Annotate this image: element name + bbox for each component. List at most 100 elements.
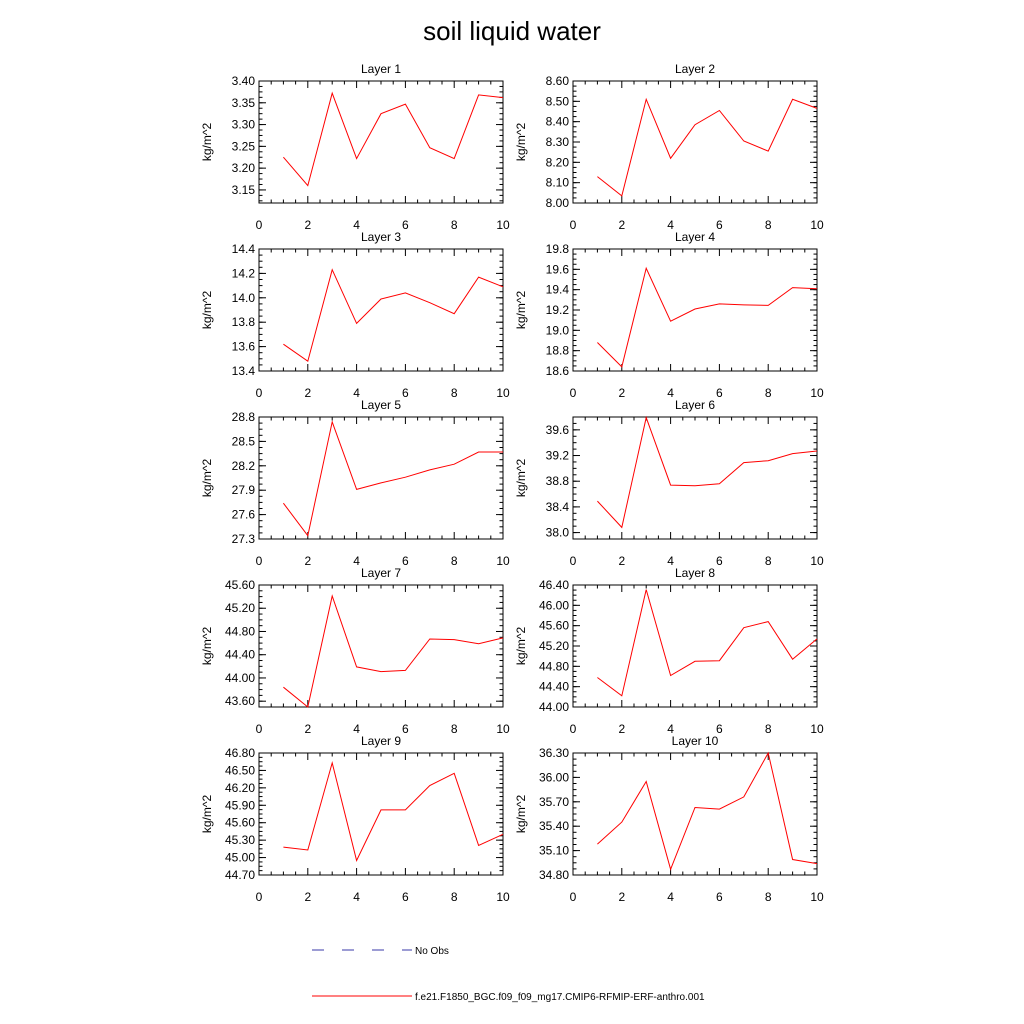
y-axis-label: kg/m^2 xyxy=(200,795,214,834)
panel-title: Layer 4 xyxy=(675,230,715,244)
y-axis-label: kg/m^2 xyxy=(200,459,214,498)
x-tick-label: 2 xyxy=(304,722,311,736)
plot-frame xyxy=(572,584,818,708)
panel-layer-5: Layer 5 0 2 4 6 8 10 27.3 27.6 27.9 28.2 28.5 28.8 kg… xyxy=(200,398,510,568)
y-tick-label: 8.50 xyxy=(546,94,570,108)
y-tick-label: 19.2 xyxy=(546,303,570,317)
series-line xyxy=(597,97,818,197)
panel-layer-10: Layer 10 0 2 4 6 8 10 34.80 35.10 35.40 35.70 36.00… xyxy=(514,734,824,904)
y-tick-label: 3.25 xyxy=(232,139,256,153)
y-tick-label: 44.00 xyxy=(225,671,255,685)
x-tick-label: 10 xyxy=(810,386,824,400)
panel-title: Layer 8 xyxy=(675,566,715,580)
panel-layer-8: Layer 8 0 2 4 6 8 10 44.00 44.40 44.80 45.20 45.60 4… xyxy=(514,566,824,736)
panel-title: Layer 5 xyxy=(361,398,401,412)
panel-layer-1: Layer 1 0 2 4 6 8 10 3.15 3.20 3.25 3.30 3.35 3.40 kg… xyxy=(200,62,510,232)
x-tick-label: 6 xyxy=(716,722,723,736)
y-tick-label: 44.40 xyxy=(539,680,569,694)
x-tick-label: 10 xyxy=(810,218,824,232)
y-tick-label: 18.8 xyxy=(546,344,570,358)
y-tick-label: 3.35 xyxy=(232,96,256,110)
x-tick-label: 8 xyxy=(765,890,772,904)
y-tick-label: 35.40 xyxy=(539,819,569,833)
x-tick-label: 0 xyxy=(570,386,577,400)
x-tick-label: 4 xyxy=(353,722,360,736)
y-tick-label: 45.00 xyxy=(225,851,255,865)
y-tick-label: 46.00 xyxy=(539,598,569,612)
y-axis-label: kg/m^2 xyxy=(514,459,528,498)
y-tick-label: 27.3 xyxy=(232,532,256,546)
y-tick-label: 13.8 xyxy=(232,315,256,329)
y-tick-label: 38.4 xyxy=(546,500,570,514)
x-tick-label: 6 xyxy=(402,722,409,736)
x-tick-label: 2 xyxy=(304,554,311,568)
x-tick-label: 2 xyxy=(618,722,625,736)
y-tick-label: 14.0 xyxy=(232,291,256,305)
x-tick-label: 8 xyxy=(765,554,772,568)
plot-frame xyxy=(258,584,504,708)
x-tick-label: 6 xyxy=(716,386,723,400)
panel-layer-3: Layer 3 0 2 4 6 8 10 13.4 13.6 13.8 14.0 14.2 14.4 kg… xyxy=(200,230,510,400)
y-tick-label: 45.30 xyxy=(225,833,255,847)
panel-title: Layer 3 xyxy=(361,230,401,244)
y-tick-label: 18.6 xyxy=(546,364,570,378)
y-tick-label: 45.20 xyxy=(225,601,255,615)
y-tick-label: 45.90 xyxy=(225,798,255,812)
x-tick-label: 0 xyxy=(570,218,577,232)
y-tick-label: 44.70 xyxy=(225,868,255,882)
y-axis-label: kg/m^2 xyxy=(200,291,214,330)
y-tick-label: 8.30 xyxy=(546,135,570,149)
x-tick-label: 0 xyxy=(570,722,577,736)
x-tick-label: 4 xyxy=(667,554,674,568)
y-tick-label: 8.00 xyxy=(546,196,570,210)
y-tick-label: 19.0 xyxy=(546,323,570,337)
y-tick-label: 44.80 xyxy=(539,659,569,673)
y-tick-label: 46.80 xyxy=(225,746,255,760)
x-tick-label: 2 xyxy=(304,890,311,904)
series-line xyxy=(283,760,504,862)
y-tick-label: 39.2 xyxy=(546,449,570,463)
series-line xyxy=(597,415,818,529)
y-tick-label: 46.50 xyxy=(225,763,255,777)
y-tick-label: 3.15 xyxy=(232,183,256,197)
legend-label: f.e21.F1850_BGC.f09_f09_mg17.CMIP6-RFMIP… xyxy=(415,992,705,1003)
x-tick-label: 8 xyxy=(765,218,772,232)
series-line xyxy=(597,266,818,368)
y-axis-label: kg/m^2 xyxy=(200,123,214,162)
plot-frame xyxy=(258,752,504,876)
x-tick-label: 6 xyxy=(402,554,409,568)
figure-title: soil liquid water xyxy=(423,16,601,46)
y-tick-label: 44.80 xyxy=(225,624,255,638)
x-tick-label: 0 xyxy=(570,554,577,568)
panel-title: Layer 7 xyxy=(361,566,401,580)
x-tick-label: 0 xyxy=(256,218,263,232)
x-tick-label: 6 xyxy=(716,218,723,232)
x-tick-label: 6 xyxy=(402,218,409,232)
series-line xyxy=(283,268,504,363)
x-tick-label: 8 xyxy=(765,386,772,400)
x-tick-label: 6 xyxy=(402,890,409,904)
x-tick-label: 2 xyxy=(304,386,311,400)
y-tick-label: 19.8 xyxy=(546,242,570,256)
y-tick-label: 45.60 xyxy=(225,816,255,830)
x-tick-label: 6 xyxy=(716,890,723,904)
y-tick-label: 19.4 xyxy=(546,283,570,297)
x-tick-label: 2 xyxy=(304,218,311,232)
x-tick-label: 10 xyxy=(810,554,824,568)
y-tick-label: 35.10 xyxy=(539,844,569,858)
y-tick-label: 45.60 xyxy=(539,619,569,633)
x-tick-label: 10 xyxy=(496,218,510,232)
plot-frame xyxy=(258,416,504,540)
y-tick-label: 13.4 xyxy=(232,364,256,378)
x-tick-label: 4 xyxy=(667,386,674,400)
y-tick-label: 38.0 xyxy=(546,526,570,540)
y-tick-label: 39.6 xyxy=(546,423,570,437)
y-tick-label: 44.40 xyxy=(225,648,255,662)
y-tick-label: 28.2 xyxy=(232,459,256,473)
x-tick-label: 4 xyxy=(353,890,360,904)
y-tick-label: 14.4 xyxy=(232,242,256,256)
y-tick-label: 34.80 xyxy=(539,868,569,882)
x-tick-label: 8 xyxy=(451,218,458,232)
y-tick-label: 46.20 xyxy=(225,781,255,795)
x-tick-label: 2 xyxy=(618,386,625,400)
